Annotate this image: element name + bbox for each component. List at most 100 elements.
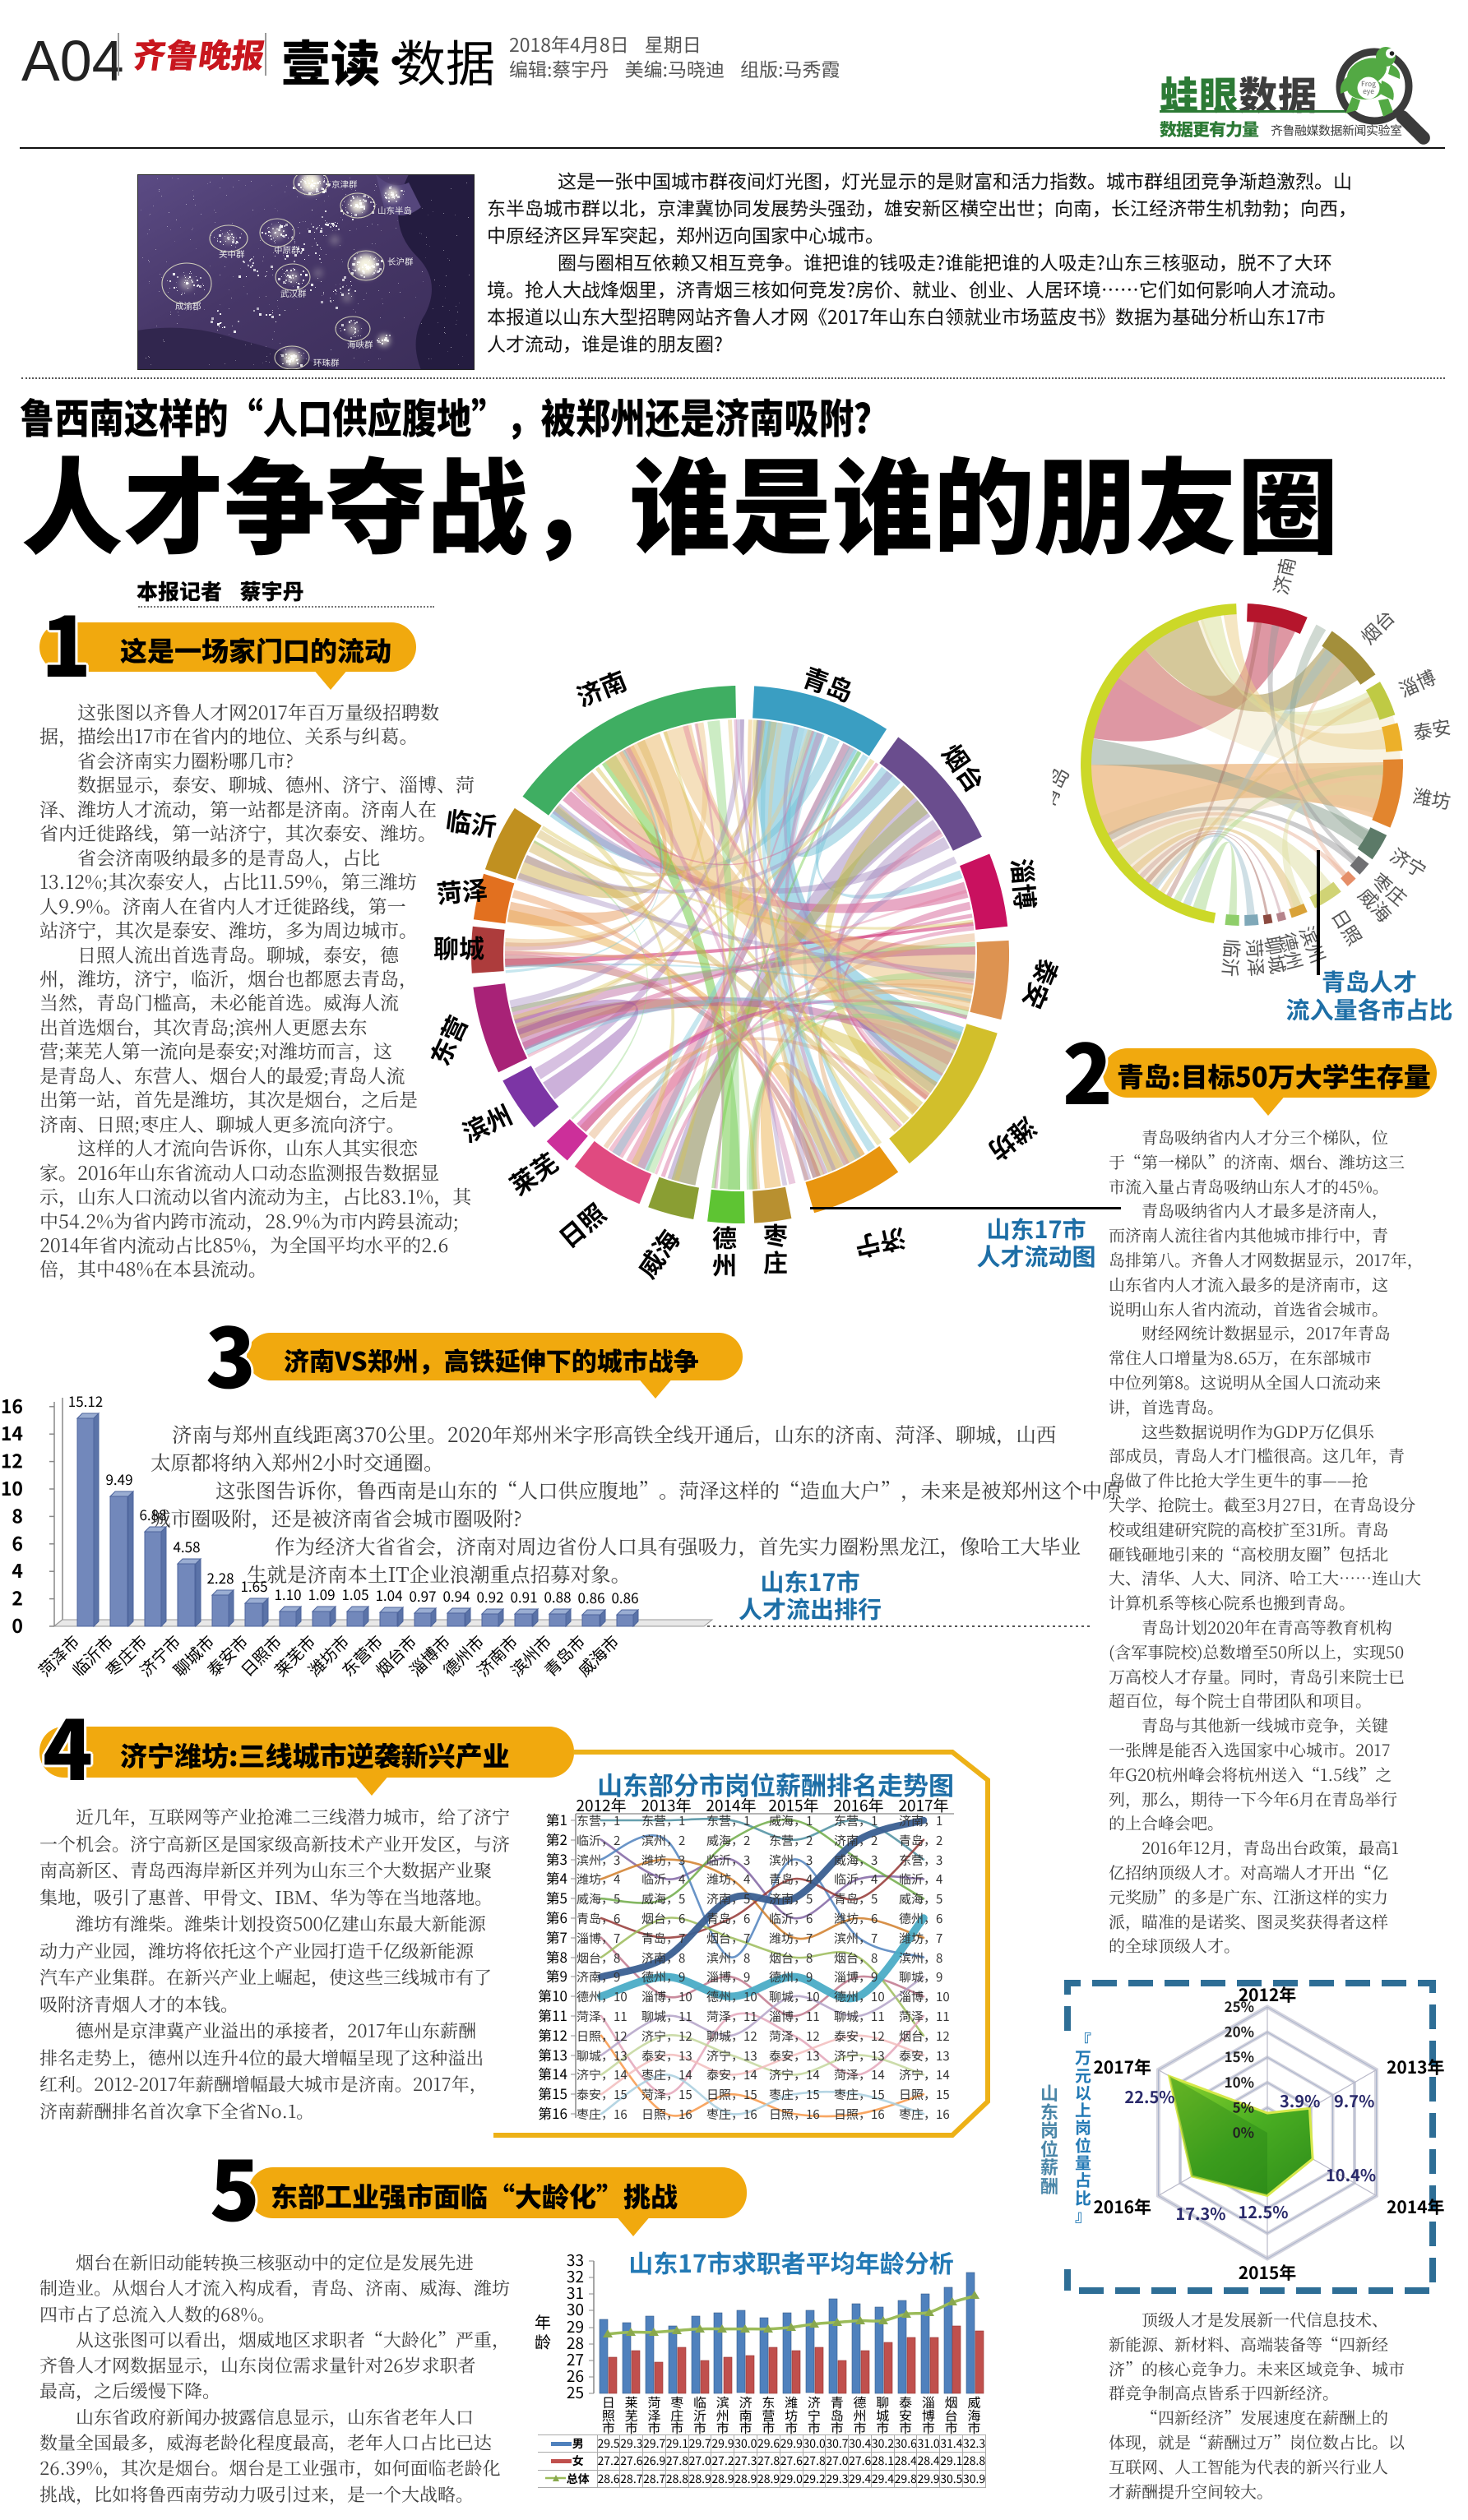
svg-text:2015年: 2015年 <box>1239 2260 1297 2285</box>
svg-text:第1: 第1 <box>546 1809 567 1829</box>
svg-text:东营，1: 东营，1 <box>834 1812 878 1829</box>
svg-text:第4: 第4 <box>546 1867 567 1888</box>
svg-text:12.5%: 12.5% <box>1238 2199 1288 2223</box>
svg-text:第14: 第14 <box>538 2063 567 2083</box>
svg-text:德: 德 <box>712 1218 737 1255</box>
svg-text:潍坊，7: 潍坊，7 <box>769 1930 813 1947</box>
svg-text:济南，8: 济南，8 <box>641 1949 685 1967</box>
svg-text:青岛，2: 青岛，2 <box>899 1832 942 1849</box>
svg-text:25%: 25% <box>1225 1995 1254 2016</box>
svg-text:临沂，3: 临沂，3 <box>706 1852 750 1869</box>
svg-text:0%: 0% <box>1233 2121 1254 2142</box>
svg-text:2014年: 2014年 <box>1387 2194 1445 2219</box>
svg-text:1.05: 1.05 <box>341 1584 368 1604</box>
svg-text:2017年: 2017年 <box>898 1794 948 1816</box>
svg-text:聊城，10: 聊城，10 <box>769 1988 820 2005</box>
svg-text:济宁，13: 济宁，13 <box>834 2047 885 2065</box>
svg-text:淄博，10: 淄博，10 <box>641 1988 692 2005</box>
svg-text:26: 26 <box>567 2365 584 2387</box>
svg-text:烟台，8: 烟台，8 <box>769 1949 813 1967</box>
svg-text:潍坊，4: 潍坊，4 <box>706 1870 750 1888</box>
svg-text:济南，5: 济南，5 <box>706 1890 750 1907</box>
svg-text:临沂，6: 临沂，6 <box>769 1910 813 1927</box>
svg-text:聊城，11: 聊城，11 <box>834 2008 885 2025</box>
svg-text:聊城，13: 聊城，13 <box>577 2047 627 2065</box>
svg-text:枣庄，16: 枣庄，16 <box>899 2106 950 2123</box>
svg-text:6: 6 <box>12 1528 23 1556</box>
svg-text:16: 16 <box>1 1391 23 1419</box>
svg-text:枣: 枣 <box>763 1216 788 1252</box>
svg-text:烟台，6: 烟台，6 <box>641 1910 685 1927</box>
svg-text:淄博，9: 淄博，9 <box>834 1968 878 1986</box>
svg-text:日照，16: 日照，16 <box>641 2106 692 2123</box>
svg-text:泰安，13: 泰安，13 <box>769 2047 820 2065</box>
svg-text:滨州，3: 滨州，3 <box>769 1852 813 1869</box>
svg-text:烟台，7: 烟台，7 <box>706 1930 750 1947</box>
svg-text:山东半岛: 山东半岛 <box>377 205 412 217</box>
svg-text:威海，2: 威海，2 <box>706 1832 750 1849</box>
svg-text:枣庄，15: 枣庄，15 <box>769 2086 820 2103</box>
svg-text:菏泽: 菏泽 <box>435 869 489 910</box>
svg-text:14: 14 <box>1 1418 23 1446</box>
svg-text:泰安: 泰安 <box>1411 711 1453 745</box>
svg-text:2.28: 2.28 <box>206 1567 234 1588</box>
svg-text:2016年: 2016年 <box>833 1794 883 1816</box>
svg-text:第5: 第5 <box>546 1887 567 1907</box>
svg-text:临沂: 临沂 <box>444 800 500 844</box>
svg-text:2012年: 2012年 <box>576 1794 626 1816</box>
svg-text:日照: 日照 <box>550 1194 613 1255</box>
svg-text:德州，9: 德州，9 <box>769 1968 813 1986</box>
svg-text:淄博，9: 淄博，9 <box>706 1968 750 1986</box>
svg-text:第6: 第6 <box>546 1907 567 1927</box>
svg-text:3.9%: 3.9% <box>1280 2088 1320 2112</box>
svg-text:东营: 东营 <box>419 1009 475 1070</box>
svg-text:4.58: 4.58 <box>173 1536 200 1556</box>
svg-text:2017年: 2017年 <box>1093 2055 1151 2079</box>
svg-text:0.92: 0.92 <box>476 1586 503 1607</box>
svg-text:青岛，6: 青岛，6 <box>577 1910 620 1927</box>
svg-text:威海，3: 威海，3 <box>834 1852 878 1869</box>
svg-text:28: 28 <box>567 2332 584 2354</box>
svg-text:淄博，7: 淄博，7 <box>577 1930 620 1947</box>
svg-text:泰安，12: 泰安，12 <box>834 2028 885 2045</box>
svg-text:武汉群: 武汉群 <box>280 288 307 300</box>
svg-text:0.86: 0.86 <box>611 1587 638 1607</box>
svg-text:潍坊，7: 潍坊，7 <box>899 1930 942 1947</box>
svg-text:东营，1: 东营，1 <box>577 1812 620 1829</box>
svg-text:青岛: 青岛 <box>1053 762 1076 812</box>
svg-text:济宁，14: 济宁，14 <box>899 2066 950 2083</box>
svg-text:东营，3: 东营，3 <box>899 1852 942 1869</box>
svg-text:州: 州 <box>712 1246 737 1282</box>
svg-text:潍坊，6: 潍坊，6 <box>834 1910 878 1927</box>
svg-text:第13: 第13 <box>538 2044 567 2065</box>
svg-text:2012年: 2012年 <box>1239 1982 1297 2007</box>
svg-text:威海，5: 威海，5 <box>577 1890 620 1907</box>
svg-text:威海，1: 威海，1 <box>769 1812 813 1829</box>
svg-text:德州，10: 德州，10 <box>834 1988 885 2005</box>
svg-text:济宁，12: 济宁，12 <box>641 2028 692 2045</box>
svg-text:庄: 庄 <box>763 1243 788 1279</box>
svg-text:临沂，4: 临沂，4 <box>899 1870 942 1888</box>
svg-text:2013年: 2013年 <box>641 1794 691 1816</box>
svg-text:1.65: 1.65 <box>240 1575 267 1596</box>
svg-text:日照，15: 日照，15 <box>706 2086 757 2103</box>
svg-text:菏泽，11: 菏泽，11 <box>577 2008 627 2025</box>
svg-text:滨州，8: 滨州，8 <box>706 1949 750 1967</box>
svg-text:0.88: 0.88 <box>544 1586 571 1607</box>
svg-text:第2: 第2 <box>546 1829 567 1849</box>
svg-text:10: 10 <box>1 1473 23 1501</box>
svg-text:6.88: 6.88 <box>139 1504 166 1524</box>
svg-text:莱芜: 莱芜 <box>502 1143 565 1202</box>
svg-text:德州，10: 德州，10 <box>577 1988 627 2005</box>
svg-text:0: 0 <box>12 1611 23 1639</box>
svg-text:15.12: 15.12 <box>68 1390 103 1411</box>
svg-text:中原群: 中原群 <box>274 244 300 257</box>
svg-text:烟台，8: 烟台，8 <box>577 1949 620 1967</box>
svg-text:2014年: 2014年 <box>706 1794 756 1816</box>
svg-text:济南，5: 济南，5 <box>769 1890 813 1907</box>
svg-text:2013年: 2013年 <box>1387 2055 1445 2079</box>
svg-text:第10: 第10 <box>538 1985 567 2005</box>
svg-text:成渝郡: 成渝郡 <box>175 300 201 312</box>
svg-text:25: 25 <box>567 2381 584 2403</box>
svg-text:29: 29 <box>567 2315 584 2337</box>
